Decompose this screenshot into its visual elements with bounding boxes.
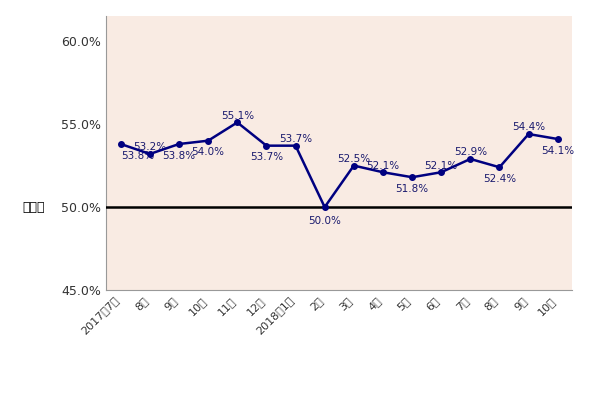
Text: 52.1%: 52.1% — [425, 161, 458, 170]
Text: 53.7%: 53.7% — [250, 152, 283, 162]
Text: 52.9%: 52.9% — [454, 147, 487, 157]
Text: 51.8%: 51.8% — [395, 184, 429, 194]
Text: 53.8%: 53.8% — [162, 151, 196, 161]
Text: 53.7%: 53.7% — [279, 134, 312, 144]
Text: 52.1%: 52.1% — [366, 161, 399, 170]
Text: 55.1%: 55.1% — [221, 111, 254, 121]
Text: 54.0%: 54.0% — [192, 147, 225, 157]
Text: 53.2%: 53.2% — [133, 142, 166, 152]
Text: 52.4%: 52.4% — [483, 174, 516, 184]
Text: 52.5%: 52.5% — [337, 154, 371, 164]
Text: 54.4%: 54.4% — [512, 123, 545, 133]
Text: 53.8%: 53.8% — [121, 151, 154, 161]
Text: 荣枯线: 荣枯线 — [23, 201, 45, 214]
Text: 54.1%: 54.1% — [541, 145, 574, 156]
Text: 50.0%: 50.0% — [308, 216, 341, 226]
